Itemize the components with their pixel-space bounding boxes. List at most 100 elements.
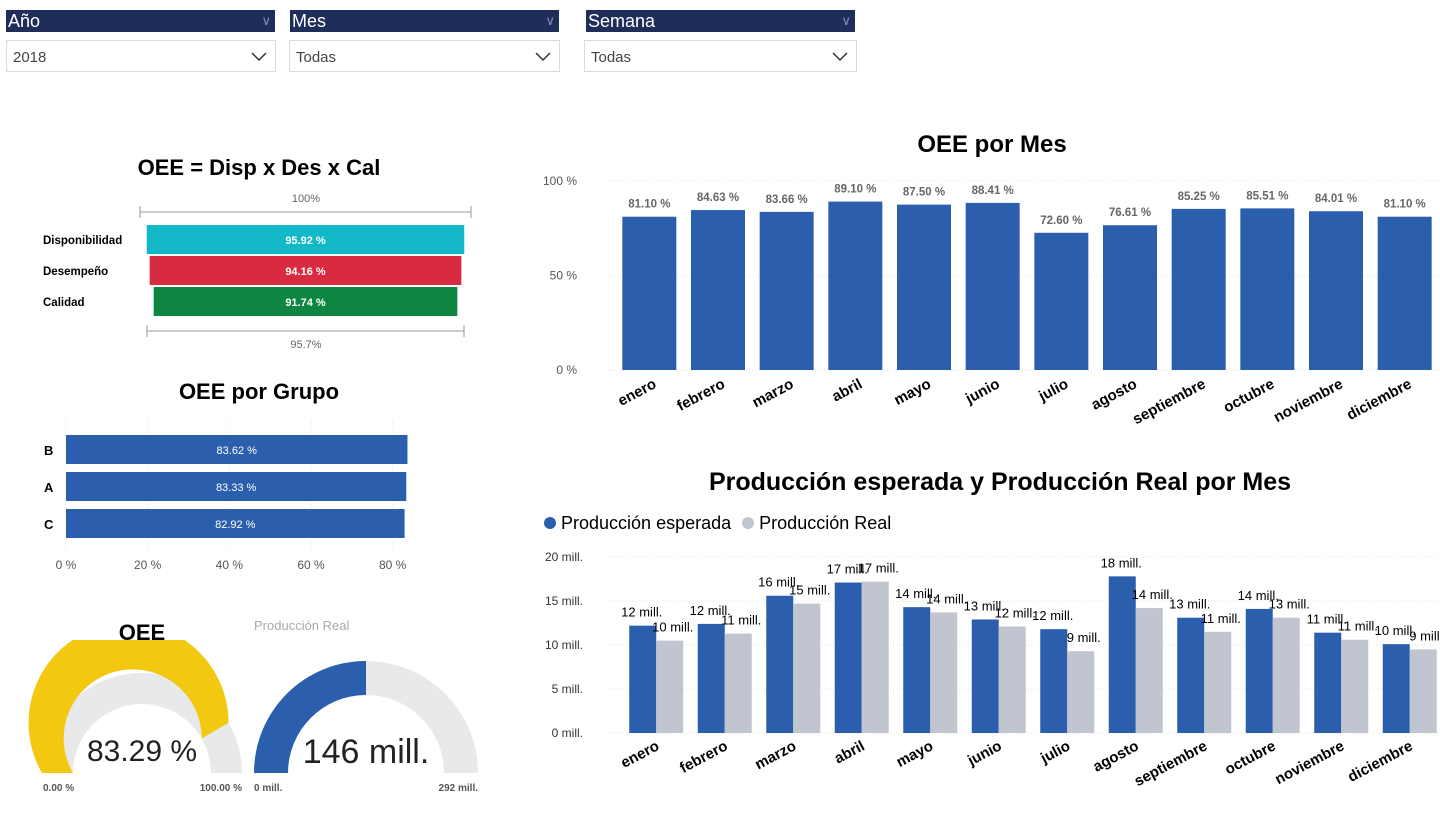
mes-ytick-label: 0 % bbox=[556, 363, 577, 377]
mes-data-label: 89.10 % bbox=[834, 184, 876, 196]
grupo-bar[interactable] bbox=[66, 435, 408, 464]
mes-bar[interactable] bbox=[691, 210, 745, 370]
funnel-bar[interactable] bbox=[153, 287, 458, 316]
prod-bar-real[interactable] bbox=[1135, 608, 1163, 733]
prod-bar-esperada[interactable] bbox=[1245, 608, 1273, 733]
mes-data-label: 76.61 % bbox=[1109, 207, 1151, 219]
grupo-tick-label: 40 % bbox=[216, 558, 244, 572]
prod-data-label: 9 mill. bbox=[1067, 630, 1101, 645]
mes-category-label: abril bbox=[829, 376, 865, 406]
prod-bar-esperada[interactable] bbox=[903, 607, 931, 733]
prod-bar-real[interactable] bbox=[998, 626, 1026, 733]
prod-bar-esperada[interactable] bbox=[834, 582, 862, 733]
prod-bar-esperada[interactable] bbox=[629, 625, 657, 733]
prod-bar-real[interactable] bbox=[724, 633, 752, 733]
prod-bar-real[interactable] bbox=[1409, 649, 1437, 733]
prod-category-label: julio bbox=[1037, 738, 1073, 768]
prod-bar-real[interactable] bbox=[793, 603, 821, 733]
gauge-prod-max: 292 mill. bbox=[438, 783, 478, 794]
mes-bar[interactable] bbox=[1309, 211, 1363, 370]
chevron-down-icon[interactable] bbox=[251, 52, 267, 62]
legend-real[interactable]: Producción Real bbox=[759, 513, 892, 533]
mes-bar[interactable] bbox=[828, 201, 883, 370]
prod-bar-esperada[interactable] bbox=[1177, 617, 1205, 733]
mes-data-label: 87.50 % bbox=[903, 187, 945, 199]
slicer-year-label: Año bbox=[8, 11, 41, 31]
legend-dot-real bbox=[742, 517, 755, 529]
mes-data-label: 81.10 % bbox=[628, 199, 670, 211]
prod-bar-real[interactable] bbox=[1204, 631, 1232, 733]
funnel-row-name: Desempeño bbox=[43, 266, 108, 278]
prod-bar-real[interactable] bbox=[930, 612, 958, 733]
mes-bar[interactable] bbox=[1103, 225, 1157, 370]
chevron-down-icon[interactable]: ∨ bbox=[261, 13, 271, 28]
mes-category-label: enero bbox=[615, 376, 659, 410]
prod-category-label: enero bbox=[618, 738, 662, 772]
prod-bar-esperada[interactable] bbox=[766, 595, 794, 733]
mes-bar[interactable] bbox=[965, 202, 1020, 370]
mes-category-label: julio bbox=[1035, 376, 1071, 406]
slicer-month-dropdown[interactable]: Todas bbox=[289, 40, 560, 72]
grupo-chart: 0 % 20 % 40 % 60 % 80 % B 83.62 % A 83.33 % C 82.9… bbox=[44, 420, 408, 572]
chevron-down-icon[interactable]: ∨ bbox=[841, 13, 851, 28]
prod-bar-esperada[interactable] bbox=[1040, 629, 1068, 733]
funnel-row-name: Calidad bbox=[43, 297, 85, 309]
slicer-week-header[interactable]: Semana ∨ bbox=[586, 10, 855, 32]
grupo-bar-label: 83.33 % bbox=[216, 482, 257, 494]
grupo-tick-label: 20 % bbox=[134, 558, 162, 572]
prod-bar-esperada[interactable] bbox=[971, 619, 999, 733]
mes-bar[interactable] bbox=[1240, 208, 1295, 370]
mes-category-label: octubre bbox=[1221, 376, 1278, 417]
prod-bar-esperada[interactable] bbox=[1314, 632, 1342, 733]
mes-category-label: septiembre bbox=[1130, 376, 1209, 429]
mes-bar[interactable] bbox=[1034, 232, 1089, 370]
prod-bar-esperada[interactable] bbox=[1382, 644, 1410, 733]
slicer-year-header[interactable]: Año ∨ bbox=[6, 10, 275, 32]
gauge-oee-max: 100.00 % bbox=[199, 783, 242, 794]
grupo-title: OEE por Grupo bbox=[178, 379, 340, 404]
prod-bar-real[interactable] bbox=[1272, 617, 1300, 733]
grupo-bar[interactable] bbox=[66, 472, 407, 501]
prod-category-label: noviembre bbox=[1272, 738, 1347, 789]
prod-category-label: junio bbox=[964, 738, 1004, 770]
prod-bar-real[interactable] bbox=[1341, 639, 1369, 733]
mes-bar[interactable] bbox=[897, 204, 951, 370]
prod-bar-real[interactable] bbox=[1067, 651, 1095, 733]
grupo-bar-label: 82.92 % bbox=[215, 519, 256, 531]
grupo-tick-label: 60 % bbox=[297, 558, 325, 572]
prod-bar-esperada[interactable] bbox=[1108, 576, 1136, 733]
prod-bar-esperada[interactable] bbox=[697, 623, 725, 733]
mes-bar[interactable] bbox=[622, 216, 677, 370]
legend-esperada[interactable]: Producción esperada bbox=[561, 513, 732, 533]
prod-ytick-label: 0 mill. bbox=[552, 726, 583, 740]
prod-data-label: 11 mill. bbox=[1338, 619, 1378, 634]
grupo-category-label: B bbox=[44, 443, 53, 458]
grupo-tick-label: 80 % bbox=[379, 558, 407, 572]
chevron-down-icon[interactable]: ∨ bbox=[545, 13, 555, 28]
slicer-month-value: Todas bbox=[296, 49, 337, 66]
prod-bar-real[interactable] bbox=[656, 640, 684, 733]
grupo-bar[interactable] bbox=[66, 509, 405, 538]
slicer-year-dropdown[interactable]: 2018 bbox=[6, 40, 276, 72]
slicer-month-header[interactable]: Mes ∨ bbox=[290, 10, 559, 32]
slicer-week-dropdown[interactable]: Todas bbox=[584, 40, 857, 72]
prod-bar-real[interactable] bbox=[861, 581, 889, 733]
mes-data-label: 85.51 % bbox=[1246, 190, 1288, 202]
mes-bar[interactable] bbox=[759, 211, 814, 370]
prod-data-label: 12 mill. bbox=[690, 603, 731, 618]
prod-chart: 0 mill. 5 mill. 10 mill. 15 mill. 20 mill. 12… bbox=[545, 550, 1440, 791]
prod-data-label: 13 mill. bbox=[1269, 597, 1310, 612]
funnel-bottom-label: 95.7% bbox=[290, 339, 321, 351]
funnel-bar[interactable] bbox=[149, 256, 462, 285]
prod-data-label: 12 mill. bbox=[1032, 608, 1073, 623]
mes-bar[interactable] bbox=[1377, 216, 1432, 370]
chevron-down-icon[interactable] bbox=[535, 52, 551, 62]
funnel-bar[interactable] bbox=[146, 225, 465, 254]
chevron-down-icon[interactable] bbox=[832, 52, 848, 62]
grupo-category-label: A bbox=[44, 480, 54, 495]
prod-data-label: 14 mill. bbox=[926, 591, 967, 606]
prod-ytick-label: 15 mill. bbox=[545, 594, 583, 608]
prod-category-label: septiembre bbox=[1131, 738, 1210, 791]
mes-bar[interactable] bbox=[1171, 208, 1226, 370]
mes-data-label: 83.66 % bbox=[766, 194, 808, 206]
